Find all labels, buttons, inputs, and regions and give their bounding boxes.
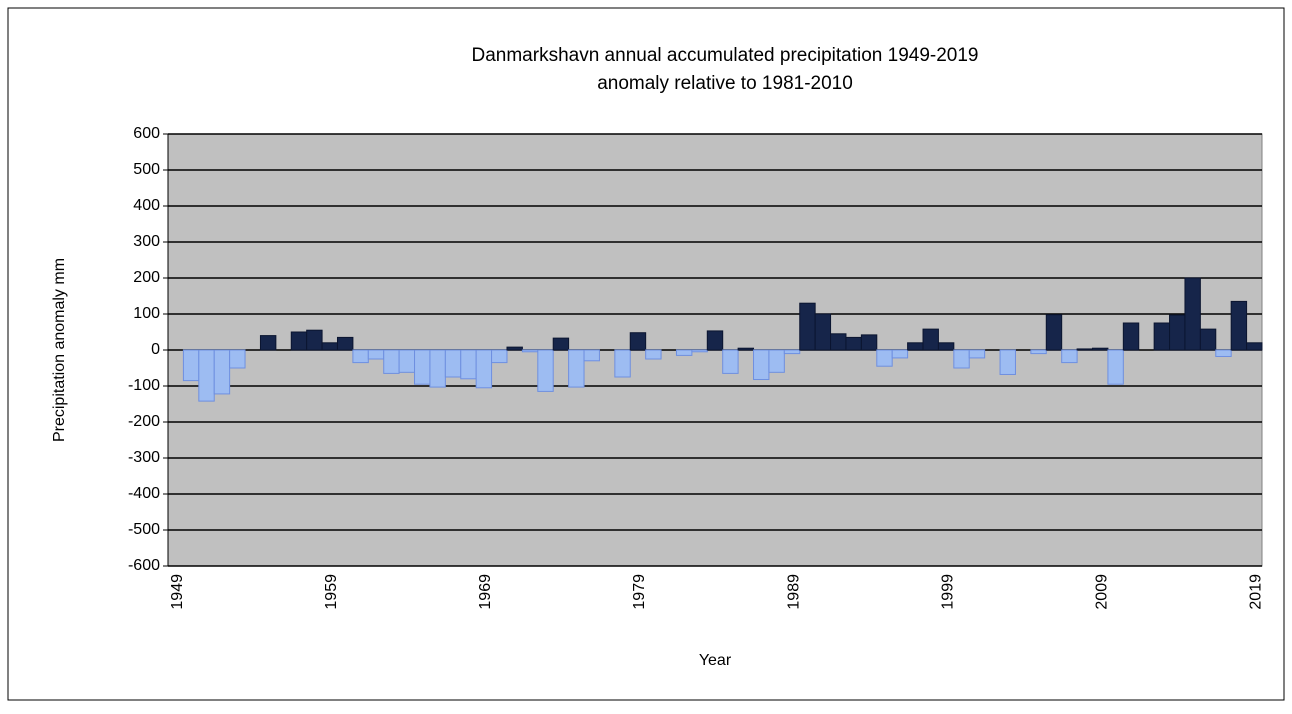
bar xyxy=(1199,328,1217,351)
y-tick-label: -500 xyxy=(128,521,160,538)
bar xyxy=(213,349,231,395)
bar xyxy=(229,349,246,369)
bar xyxy=(953,349,970,369)
bar xyxy=(414,349,431,385)
bar xyxy=(645,349,662,360)
bar xyxy=(1215,349,1232,357)
y-tick-label: 100 xyxy=(133,305,160,322)
y-tick-label: 500 xyxy=(133,161,160,178)
bar xyxy=(706,330,724,351)
chart-subtitle: anomaly relative to 1981-2010 xyxy=(597,73,853,94)
bar xyxy=(783,349,801,355)
x-axis-label: Year xyxy=(699,652,732,669)
bar xyxy=(937,342,955,351)
x-tick-label: 1989 xyxy=(785,574,802,610)
bar xyxy=(814,313,832,351)
bar xyxy=(691,349,708,353)
bar xyxy=(675,349,693,356)
x-tick-label: 1959 xyxy=(323,574,340,610)
bar xyxy=(290,331,308,351)
bar xyxy=(521,349,539,353)
x-tick-label: 2019 xyxy=(1248,574,1265,610)
bar xyxy=(398,349,416,373)
y-tick-label: -200 xyxy=(128,413,160,430)
bar xyxy=(321,342,338,351)
bar xyxy=(753,349,770,381)
bar xyxy=(907,342,924,351)
bar xyxy=(830,333,847,351)
bar xyxy=(506,346,523,351)
bar xyxy=(182,349,200,382)
x-tick-label: 1999 xyxy=(939,574,956,610)
bar xyxy=(1107,349,1124,385)
y-tick-label: 200 xyxy=(133,269,160,286)
y-tick-label: -100 xyxy=(128,377,160,394)
bar xyxy=(383,349,400,374)
x-tick-label: 1979 xyxy=(631,574,648,610)
bar xyxy=(999,349,1016,375)
bar xyxy=(968,349,986,359)
bar xyxy=(1045,314,1063,351)
bar xyxy=(475,349,493,389)
bar xyxy=(1230,300,1248,351)
bar xyxy=(1184,277,1201,351)
bar xyxy=(845,336,862,351)
bar xyxy=(583,349,600,362)
bar xyxy=(568,349,585,388)
bar xyxy=(460,349,477,380)
bar xyxy=(1153,322,1171,351)
y-tick-label: -300 xyxy=(128,449,160,466)
bar xyxy=(1030,349,1047,355)
bar xyxy=(552,337,570,351)
bar xyxy=(306,329,323,351)
bar xyxy=(198,349,215,402)
bar xyxy=(537,349,554,392)
bar xyxy=(1092,347,1109,351)
bar xyxy=(1076,348,1094,351)
y-tick-label: -400 xyxy=(128,485,160,502)
x-tick-label: 2009 xyxy=(1093,574,1110,610)
bar xyxy=(1246,342,1263,351)
bar xyxy=(491,349,508,364)
y-tick-label: 400 xyxy=(133,197,160,214)
bar xyxy=(259,335,277,351)
bar xyxy=(1169,314,1186,351)
bar xyxy=(336,336,354,351)
bar xyxy=(876,349,893,367)
y-tick-label: 600 xyxy=(133,125,160,142)
bar xyxy=(737,347,755,351)
bar xyxy=(629,332,647,351)
y-tick-label: 0 xyxy=(151,341,160,358)
bar xyxy=(722,349,739,374)
bar xyxy=(367,349,385,360)
y-axis-label: Precipitation anomaly mm xyxy=(51,258,68,442)
bar xyxy=(614,349,631,378)
x-tick-label: 1949 xyxy=(169,574,186,610)
bar xyxy=(429,349,446,388)
bar xyxy=(922,328,939,351)
chart-title: Danmarkshavn annual accumulated precipit… xyxy=(472,45,979,66)
bar xyxy=(1122,322,1140,351)
bar xyxy=(444,349,462,378)
bar xyxy=(891,349,909,359)
bar xyxy=(352,349,369,364)
bar xyxy=(768,349,785,373)
x-tick-label: 1969 xyxy=(477,574,494,610)
bar xyxy=(1061,349,1078,364)
bar xyxy=(799,302,816,351)
y-tick-label: -600 xyxy=(128,557,160,574)
y-tick-label: 300 xyxy=(133,233,160,250)
bar xyxy=(860,334,878,351)
